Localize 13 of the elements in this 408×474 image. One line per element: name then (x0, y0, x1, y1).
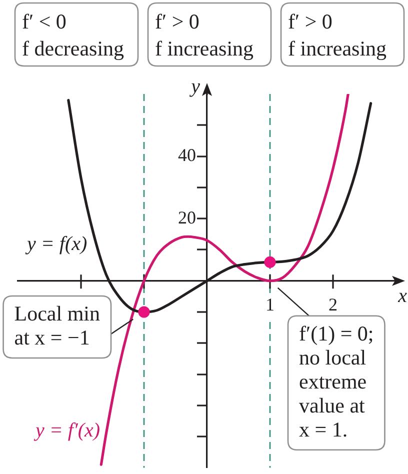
text: f′ > 0 f increasing (288, 10, 388, 61)
annotation: f′(1) = 0; no local extreme value at x = 1. (299, 321, 374, 442)
text: f′ < 0 f decreasing (22, 10, 125, 61)
x-tick-label: 2 (328, 294, 338, 314)
series-label: y = f′(x) (34, 420, 100, 442)
text: f′ > 0 f increasing (155, 10, 254, 61)
annotation: Local min at x = −1 (14, 302, 100, 350)
y-tick-label: 40 (178, 145, 196, 166)
y-axis-title: y (189, 75, 200, 98)
x-tick-label: 1 (266, 294, 274, 314)
series-label: y = f(x) (25, 232, 88, 255)
y-tick-label: 20 (178, 207, 196, 228)
x-axis-title: x (397, 285, 408, 308)
